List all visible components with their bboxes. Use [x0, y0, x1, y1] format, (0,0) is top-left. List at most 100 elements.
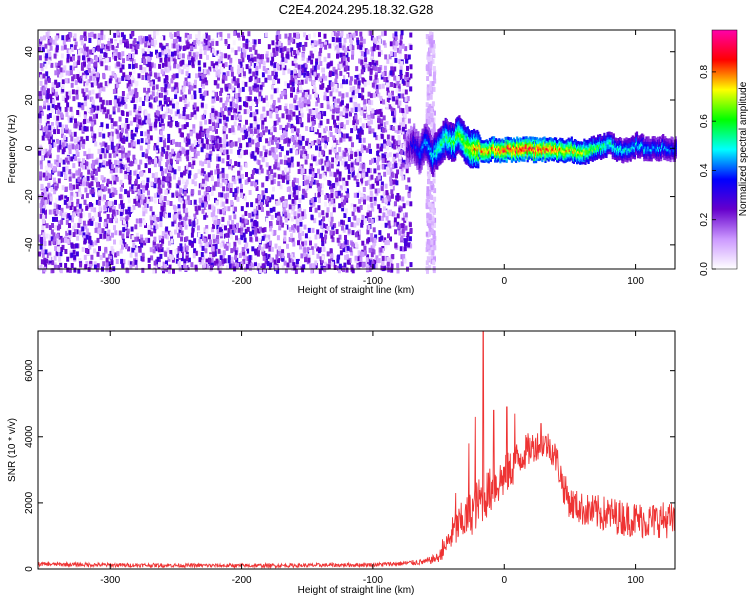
spectrogram-cell [335, 159, 338, 165]
spectrogram-cell [98, 162, 102, 168]
spectrogram-cell [193, 40, 197, 45]
spectrogram-cell [211, 108, 215, 114]
spectrogram-cell [172, 204, 176, 210]
spectrogram-cell [59, 157, 62, 163]
spectrogram-cell [377, 215, 381, 221]
spectrogram-cell [287, 141, 290, 147]
spectrogram-cell [261, 235, 265, 241]
spectrogram-cell [45, 129, 49, 135]
spectrogram-cell [132, 154, 136, 160]
spectrogram-cell [124, 189, 128, 195]
spectrogram-cell [55, 216, 58, 222]
spectrogram-cell [243, 237, 247, 243]
spectrogram-cell [156, 217, 160, 222]
spectrogram-cell [122, 58, 125, 64]
spectrogram-cell [387, 220, 391, 226]
spectrogram-cell [269, 113, 273, 119]
spectrogram-cell [185, 136, 189, 142]
spectrogram-cell [54, 185, 58, 191]
spectrogram-cell [61, 213, 65, 219]
spectrogram-cell [133, 45, 137, 51]
spectrogram-cell [225, 149, 229, 155]
spectrogram-cell [392, 33, 396, 39]
spectrogram-cell [76, 136, 80, 142]
spectrogram-cell [377, 156, 380, 162]
spectrogram-cell [71, 89, 75, 95]
spectrogram-cell [311, 249, 315, 255]
spectrogram-cell [134, 159, 138, 165]
spectrogram-cell [363, 81, 367, 87]
spectrogram-cell [173, 59, 177, 65]
spectrogram-cell [299, 102, 303, 108]
spectrogram-cell [237, 170, 241, 176]
spectrogram-cell [191, 228, 195, 234]
spectrogram-cell [167, 115, 171, 121]
spectrogram-cell [161, 182, 165, 188]
spectrogram-cell [262, 97, 266, 103]
spectrogram-cell [240, 251, 244, 257]
spectrogram-cell [156, 141, 160, 147]
spectrogram-cell [361, 251, 365, 257]
spectrogram-cell [39, 213, 43, 219]
spectrogram-cell [210, 61, 214, 67]
spectrogram-cell [293, 105, 297, 110]
spectrogram-cell [121, 263, 125, 269]
spectrogram-cell [69, 106, 73, 112]
spectrogram-cell [291, 81, 295, 87]
spectrogram-cell [163, 99, 167, 105]
spectrogram-cell [68, 200, 72, 206]
spectrogram-cell [227, 33, 231, 39]
spectrogram-cell [219, 183, 223, 188]
spectrogram-cell [70, 115, 74, 120]
spectrogram-cell [167, 133, 171, 139]
spectrogram-cell [143, 119, 147, 125]
spectrogram-cell [203, 214, 207, 220]
spectrogram-cell [125, 267, 129, 273]
spectrogram-cell [399, 223, 403, 229]
spectrogram-cell [147, 237, 151, 243]
spectrogram-cell [251, 169, 255, 175]
spectrogram-cell [355, 160, 359, 166]
spectrogram-cell [349, 111, 352, 117]
spectrogram-cell [47, 160, 51, 166]
spectrogram-cell [253, 86, 257, 92]
spectrogram-cell [203, 62, 207, 68]
spectrogram-cell [52, 209, 56, 215]
spectrogram-cell [218, 69, 222, 75]
spectrogram-cell [205, 257, 209, 263]
spectrogram-cell [93, 213, 97, 219]
spectrogram-cell [213, 50, 217, 56]
spectrogram-cell [150, 181, 154, 187]
spectrogram-cell [372, 37, 376, 43]
spectrogram-cell [218, 192, 222, 198]
spectrogram-cell [399, 64, 403, 70]
spectrogram-cell [293, 177, 297, 183]
spectrogram-cell [64, 174, 68, 180]
spectrogram-cell [371, 261, 375, 267]
spectrogram-cell [270, 179, 274, 185]
spectrogram-cell [254, 96, 257, 102]
spectrogram-cell [301, 241, 305, 247]
spectrogram-cell [77, 112, 81, 118]
spectrogram-cell [285, 108, 289, 114]
spectrogram-cell [214, 244, 218, 249]
spectrogram-cell [97, 39, 101, 45]
spectrogram-cell [107, 201, 111, 207]
spectrogram-cell [66, 78, 70, 84]
spectrogram-cell [165, 162, 169, 167]
spectrogram-cell [174, 89, 178, 95]
spectrogram-cell [170, 235, 174, 241]
spectrogram-cell [74, 41, 78, 47]
spectrogram-cell [216, 112, 220, 117]
spectrogram-cell [166, 145, 170, 151]
spectrogram-cell [341, 206, 345, 212]
spectrogram-cell [112, 106, 116, 112]
spectrogram-cell [344, 235, 347, 240]
spectrogram-cell [223, 133, 227, 139]
spectrogram-cell [183, 45, 187, 51]
spectrogram-cell [141, 252, 145, 258]
spectrogram-cell [133, 185, 137, 191]
spectrogram-cell [81, 175, 85, 181]
spectrogram-cell [76, 121, 80, 127]
spectrogram-cell [148, 102, 152, 108]
